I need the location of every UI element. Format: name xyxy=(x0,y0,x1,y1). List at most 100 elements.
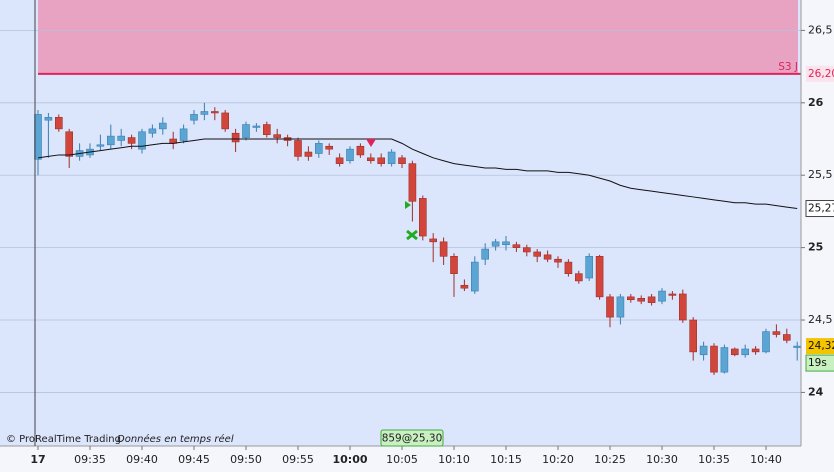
candle-body xyxy=(606,296,614,318)
y-tick-label: 25 xyxy=(808,241,823,254)
candle-body xyxy=(658,290,666,302)
x-tick-label: 17 xyxy=(30,453,45,466)
candle-body xyxy=(574,273,583,282)
candle-body xyxy=(793,345,802,348)
candle-body xyxy=(772,331,781,335)
candle-body xyxy=(481,248,490,260)
zone-tag: 26,20 xyxy=(806,65,834,82)
candle-body xyxy=(450,256,458,274)
x-tick-label: 09:45 xyxy=(178,453,210,466)
candle-body xyxy=(429,238,438,243)
candle-body xyxy=(720,347,729,373)
candle-body xyxy=(470,261,479,292)
x-tick-label: 09:50 xyxy=(230,453,262,466)
candle-body xyxy=(668,293,677,296)
candle-body xyxy=(366,157,375,162)
line-tag-text: 25,27 xyxy=(808,203,834,215)
candle-body xyxy=(262,124,271,135)
signal-arrow xyxy=(405,201,411,209)
timer-tag: 19s xyxy=(805,354,834,372)
candle-body xyxy=(699,345,708,356)
candle-body xyxy=(782,334,791,341)
y-tick-label: 26 xyxy=(808,96,824,109)
footer-note: Données en temps réel xyxy=(117,433,234,445)
x-tick-label: 10:35 xyxy=(698,453,730,466)
last-price-tag: 24,32 xyxy=(806,338,834,355)
zone-name: S3 J xyxy=(778,61,798,73)
candle-body xyxy=(637,297,646,302)
candle-body xyxy=(96,144,105,147)
zone xyxy=(38,0,798,74)
candle-body xyxy=(200,111,209,115)
candle-body xyxy=(273,134,282,138)
trade-tag-text: 859@25,30 xyxy=(382,433,443,445)
candle-body xyxy=(179,128,188,141)
candle-body xyxy=(595,256,604,298)
candle-body xyxy=(377,157,386,164)
candle-body xyxy=(502,241,510,246)
candle-body xyxy=(252,125,261,128)
candle-body xyxy=(730,348,739,356)
candle-body xyxy=(231,132,240,143)
candle-body xyxy=(533,251,542,257)
candle-body xyxy=(418,198,427,237)
candle-body xyxy=(543,254,552,260)
candle-body xyxy=(439,241,448,257)
x-tick-label: 10:40 xyxy=(750,453,782,466)
candle-body xyxy=(294,140,302,157)
candle-body xyxy=(647,296,656,303)
candle-body xyxy=(148,128,157,134)
candle-body xyxy=(211,111,219,114)
candle-body xyxy=(138,131,146,150)
candle-body xyxy=(616,296,625,318)
x-tick-label: 10:30 xyxy=(646,453,678,466)
candle-body xyxy=(678,293,687,321)
x-tick-label: 10:15 xyxy=(490,453,522,466)
candle-body xyxy=(585,256,594,279)
candle-body xyxy=(398,157,406,164)
y-tick-label: 26,5 xyxy=(808,23,833,36)
candle-body xyxy=(741,348,750,356)
last-price-tag-text: 24,32 xyxy=(808,340,834,352)
candle-body xyxy=(117,135,125,141)
candle-body xyxy=(689,319,698,353)
candle-body xyxy=(190,114,198,121)
moving-average xyxy=(37,138,798,210)
candle-body xyxy=(554,258,562,263)
candle-body xyxy=(751,348,760,353)
y-tick-label: 25,5 xyxy=(808,168,833,181)
zone-tag-box xyxy=(806,65,834,82)
candle-body xyxy=(44,116,53,121)
x-tick-label: 09:40 xyxy=(126,453,158,466)
x-tick-label: 10:20 xyxy=(542,453,574,466)
candle-body xyxy=(460,284,469,289)
candle-body xyxy=(387,151,396,164)
candle-body xyxy=(325,145,334,150)
candle-body xyxy=(408,163,417,202)
candle-body xyxy=(242,124,250,138)
candle-body xyxy=(356,145,365,156)
candle-body xyxy=(522,247,531,253)
candle-body xyxy=(107,135,115,146)
candle-body xyxy=(314,143,323,154)
candle-body xyxy=(159,122,167,130)
signal-arrow xyxy=(366,139,376,147)
footer: © ProRealTime Trading xyxy=(6,434,121,445)
line-tag-box xyxy=(805,200,834,218)
candle-body xyxy=(221,112,229,130)
line-tag: 25,27 xyxy=(805,200,834,218)
candle-body xyxy=(335,157,344,164)
candle-body xyxy=(127,137,136,144)
candle-body xyxy=(512,244,521,248)
candle-body xyxy=(564,261,573,274)
timer-tag-text: 19s xyxy=(808,357,827,369)
candle-body xyxy=(491,241,500,247)
last-price-tag-box xyxy=(806,338,834,355)
y-tick-label: 24 xyxy=(808,385,824,398)
x-tick-label: 10:00 xyxy=(332,453,367,466)
x-tick-label: 10:05 xyxy=(386,453,418,466)
zone-tag-text: 26,20 xyxy=(808,68,834,80)
candle-body xyxy=(710,345,718,373)
candle-body xyxy=(346,148,354,162)
